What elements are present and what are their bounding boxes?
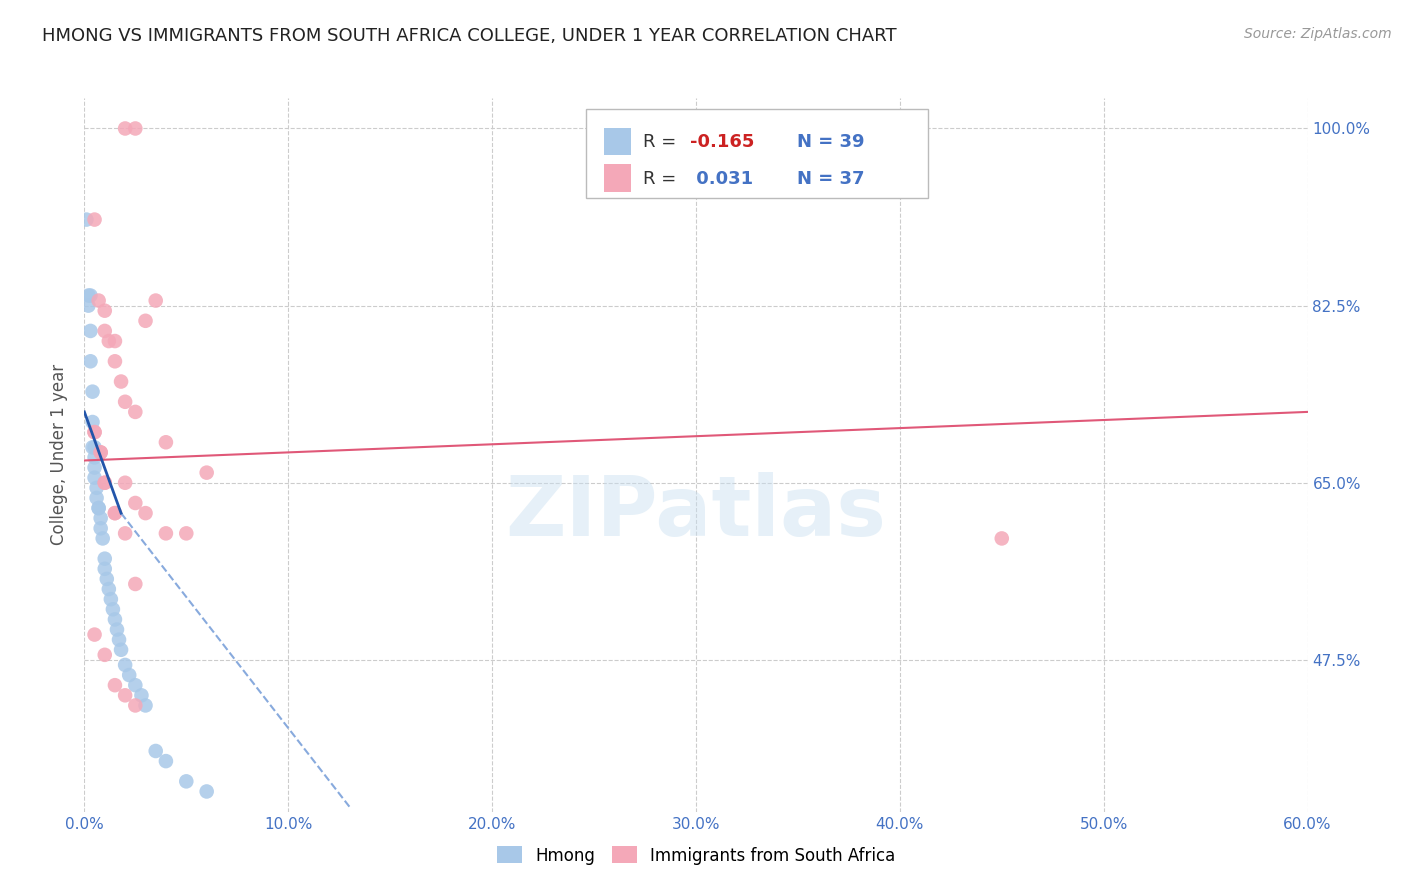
Text: N = 39: N = 39 xyxy=(797,134,865,152)
Point xyxy=(135,506,157,520)
Point xyxy=(93,562,117,576)
Point xyxy=(101,602,124,616)
Point xyxy=(82,440,104,454)
Point xyxy=(93,324,117,338)
Point xyxy=(87,501,110,516)
Point xyxy=(77,288,100,302)
Point xyxy=(79,288,101,302)
Point xyxy=(110,642,132,657)
Point xyxy=(79,354,101,368)
Point xyxy=(124,405,146,419)
Point xyxy=(83,425,105,439)
Point xyxy=(135,314,157,328)
Point xyxy=(124,577,146,591)
Legend: Hmong, Immigrants from South Africa: Hmong, Immigrants from South Africa xyxy=(491,839,901,871)
Point xyxy=(195,784,218,798)
Text: R =: R = xyxy=(644,169,682,187)
Text: HMONG VS IMMIGRANTS FROM SOUTH AFRICA COLLEGE, UNDER 1 YEAR CORRELATION CHART: HMONG VS IMMIGRANTS FROM SOUTH AFRICA CO… xyxy=(42,27,897,45)
Point xyxy=(114,394,136,409)
Point xyxy=(124,698,146,713)
Text: R =: R = xyxy=(644,134,682,152)
Point xyxy=(176,774,198,789)
Point xyxy=(83,450,105,465)
Text: N = 37: N = 37 xyxy=(797,169,865,187)
Point xyxy=(83,471,105,485)
Point xyxy=(93,475,117,490)
Point xyxy=(155,435,177,450)
Point xyxy=(114,689,136,703)
Point xyxy=(124,496,146,510)
Text: ZIPatlas: ZIPatlas xyxy=(506,472,886,552)
Point xyxy=(90,445,112,459)
Point xyxy=(97,582,120,596)
Point xyxy=(110,375,132,389)
Bar xyxy=(605,164,631,192)
Point xyxy=(83,627,105,641)
Point xyxy=(82,384,104,399)
Point xyxy=(991,532,1014,546)
Bar xyxy=(605,128,631,155)
Point xyxy=(97,334,120,348)
Point xyxy=(93,303,117,318)
Point xyxy=(83,460,105,475)
Text: 0.031: 0.031 xyxy=(690,169,754,187)
FancyBboxPatch shape xyxy=(586,109,928,198)
Point xyxy=(176,526,198,541)
Point xyxy=(114,475,136,490)
Point xyxy=(118,668,141,682)
Point xyxy=(104,334,127,348)
Point xyxy=(79,324,101,338)
Point xyxy=(90,521,112,535)
Point xyxy=(87,293,110,308)
Point xyxy=(93,551,117,566)
Point xyxy=(86,491,108,505)
Point xyxy=(104,506,127,520)
Point xyxy=(131,689,153,703)
Point xyxy=(90,445,112,459)
Point xyxy=(93,475,117,490)
Point xyxy=(104,506,127,520)
Point xyxy=(105,623,128,637)
Point xyxy=(83,440,105,454)
Point xyxy=(124,121,146,136)
Point xyxy=(90,511,112,525)
Text: Source: ZipAtlas.com: Source: ZipAtlas.com xyxy=(1244,27,1392,41)
Point xyxy=(145,293,167,308)
Point xyxy=(82,415,104,429)
Point xyxy=(104,612,127,626)
Point xyxy=(145,744,167,758)
Point xyxy=(93,648,117,662)
Point xyxy=(114,657,136,672)
Point xyxy=(83,425,105,439)
Text: -0.165: -0.165 xyxy=(690,134,754,152)
Point xyxy=(114,526,136,541)
Point xyxy=(104,678,127,692)
Point xyxy=(104,354,127,368)
Point xyxy=(155,754,177,768)
Point xyxy=(86,481,108,495)
Point xyxy=(91,532,114,546)
Point xyxy=(155,526,177,541)
Point xyxy=(195,466,218,480)
Point xyxy=(75,212,97,227)
Point xyxy=(100,592,122,607)
Point xyxy=(77,299,100,313)
Point xyxy=(114,121,136,136)
Point xyxy=(124,678,146,692)
Point xyxy=(135,698,157,713)
Point xyxy=(108,632,131,647)
Y-axis label: College, Under 1 year: College, Under 1 year xyxy=(51,364,69,546)
Point xyxy=(96,572,118,586)
Point xyxy=(83,212,105,227)
Point xyxy=(87,501,110,516)
